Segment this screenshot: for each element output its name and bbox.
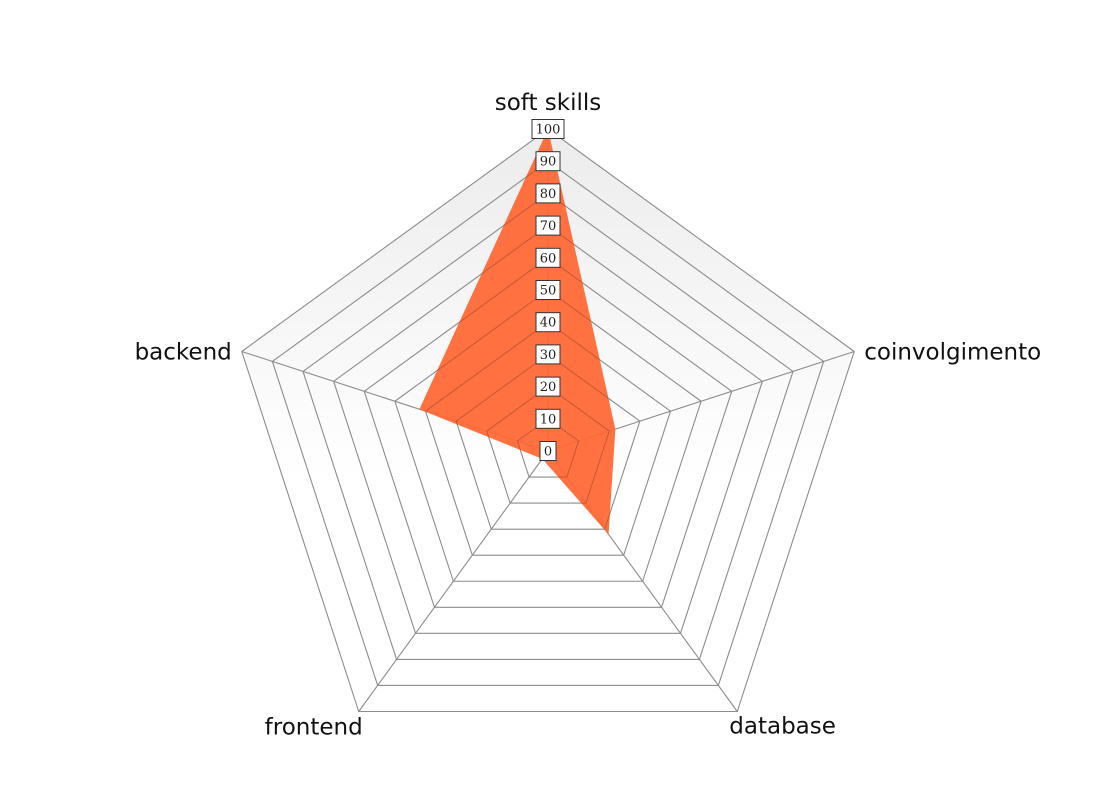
tick-label-box [535, 280, 561, 300]
axis-label-frontend: frontend [265, 715, 363, 741]
tick-label-text: 30 [540, 348, 557, 363]
radar-axis-labels: soft skills coinvolgimento database fronten… [135, 90, 1042, 741]
tick-label-0: 0 [539, 441, 557, 461]
tick-label-text: 20 [540, 380, 557, 395]
tick-label-90: 90 [535, 151, 561, 172]
series-area-0 [419, 129, 616, 535]
tick-label-box [535, 312, 561, 333]
tick-label-70: 70 [535, 215, 561, 236]
tick-label-box [531, 119, 565, 139]
grid-ring-90 [271, 160, 825, 687]
tick-label-20: 20 [535, 376, 561, 397]
grid-ring-50 [394, 289, 702, 582]
tick-label-text: 50 [540, 284, 557, 299]
tick-label-40: 40 [535, 312, 561, 333]
tick-label-60: 60 [535, 247, 561, 268]
axis-label-database: database [729, 714, 836, 740]
tick-label-80: 80 [535, 183, 561, 204]
grid-ring-80 [302, 192, 794, 660]
tick-label-box [535, 376, 561, 397]
grid-ring-100 [241, 128, 855, 713]
tick-label-100: 100 [531, 119, 565, 139]
tick-label-10: 10 [535, 408, 561, 429]
tick-label-box [539, 441, 557, 461]
tick-label-text: 100 [536, 123, 561, 138]
axis-label-soft-skills: soft skills [495, 90, 602, 116]
axis-label-coinvolgimento: coinvolgimento [864, 340, 1041, 366]
tick-label-box [535, 215, 561, 236]
tick-label-text: 0 [544, 445, 552, 460]
tick-label-30: 30 [535, 344, 561, 365]
grid-ring-70 [332, 224, 764, 634]
grid-spoke-frontend [358, 450, 549, 712]
tick-label-text: 90 [540, 155, 557, 170]
tick-label-box [535, 344, 561, 365]
tick-label-box [535, 247, 561, 268]
series-grid-overlay-40 [424, 321, 616, 535]
tick-label-50: 50 [535, 280, 561, 300]
tick-label-box [535, 408, 561, 429]
tick-label-text: 80 [540, 187, 557, 202]
tick-label-text: 60 [540, 251, 557, 266]
axis-label-backend: backend [135, 340, 232, 366]
tick-label-text: 10 [540, 412, 557, 427]
tick-label-text: 40 [540, 316, 557, 331]
tick-label-box [535, 151, 561, 172]
tick-label-box [535, 183, 561, 204]
grid-ring-60 [363, 257, 733, 608]
radar-ticks: 0 10 20 30 40 50 60 70 80 90 100 [531, 119, 565, 461]
tick-label-text: 70 [540, 219, 557, 234]
